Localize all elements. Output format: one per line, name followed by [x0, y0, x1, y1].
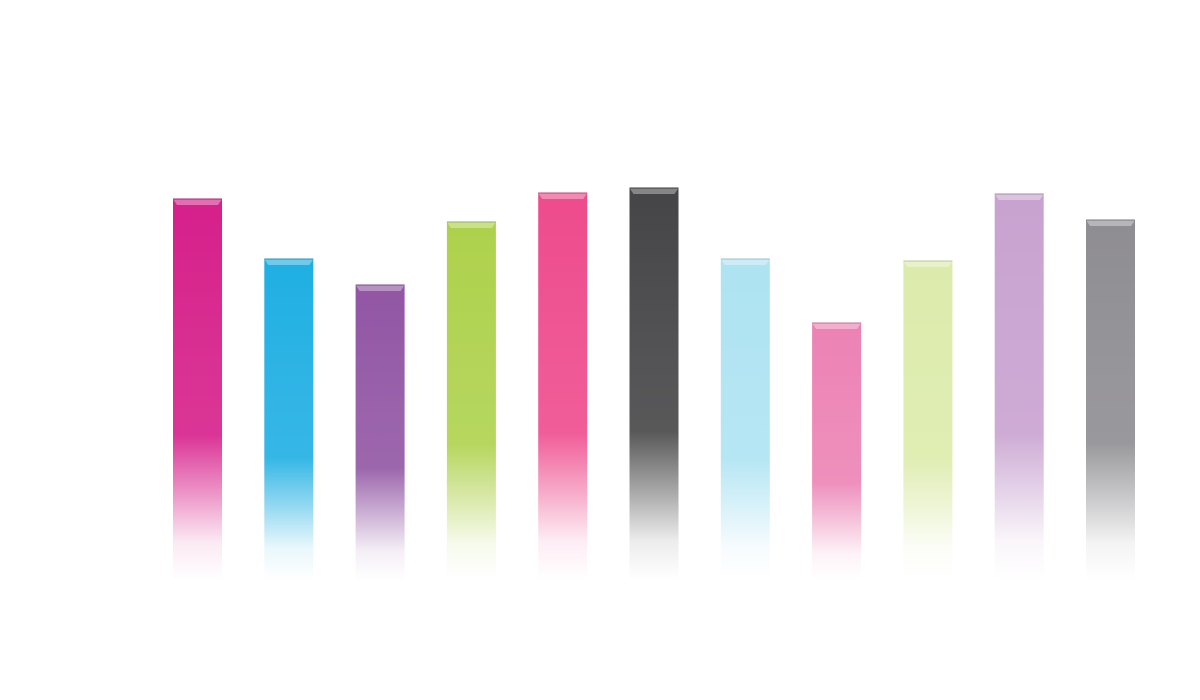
- bar-gloss: [812, 323, 862, 580]
- bar-9: [903, 260, 953, 580]
- bar-gloss: [264, 259, 314, 580]
- bar-3: [355, 284, 405, 580]
- bar-6: [629, 187, 679, 580]
- bar-gloss: [173, 199, 222, 580]
- bar-cap: [446, 222, 496, 228]
- bar-gloss: [629, 188, 679, 580]
- bar-5: [538, 192, 588, 580]
- bar-cap: [720, 259, 770, 265]
- bar-cap: [173, 199, 222, 205]
- bar-11: [1086, 219, 1135, 580]
- bar-gloss: [1086, 220, 1135, 580]
- bar-2: [264, 258, 314, 580]
- bar-cap: [538, 193, 588, 199]
- bar-4: [446, 221, 496, 580]
- bar-cap: [812, 323, 862, 329]
- bar-cap: [629, 188, 679, 194]
- bar-cap: [264, 259, 314, 265]
- bar-7: [720, 258, 770, 580]
- bars-group: [173, 187, 1135, 580]
- bar-gloss: [446, 222, 496, 580]
- bar-cap: [903, 261, 953, 267]
- bar-gloss: [720, 259, 770, 580]
- bar-gloss: [903, 261, 953, 580]
- bar-1: [173, 198, 222, 580]
- bar-8: [812, 322, 862, 580]
- bar-gloss: [355, 285, 405, 580]
- bar-cap: [994, 194, 1044, 200]
- bar-cap: [355, 285, 405, 291]
- bar-gloss: [994, 194, 1044, 580]
- bar-cap: [1086, 220, 1135, 226]
- bar-gloss: [538, 193, 588, 580]
- bar-10: [994, 193, 1044, 580]
